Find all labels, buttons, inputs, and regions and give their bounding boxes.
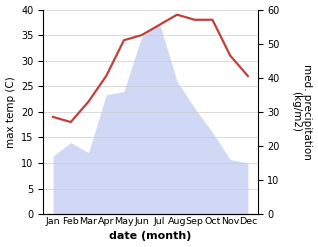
X-axis label: date (month): date (month) [109,231,192,242]
Y-axis label: med. precipitation
(kg/m2): med. precipitation (kg/m2) [291,64,313,160]
Y-axis label: max temp (C): max temp (C) [5,76,16,148]
